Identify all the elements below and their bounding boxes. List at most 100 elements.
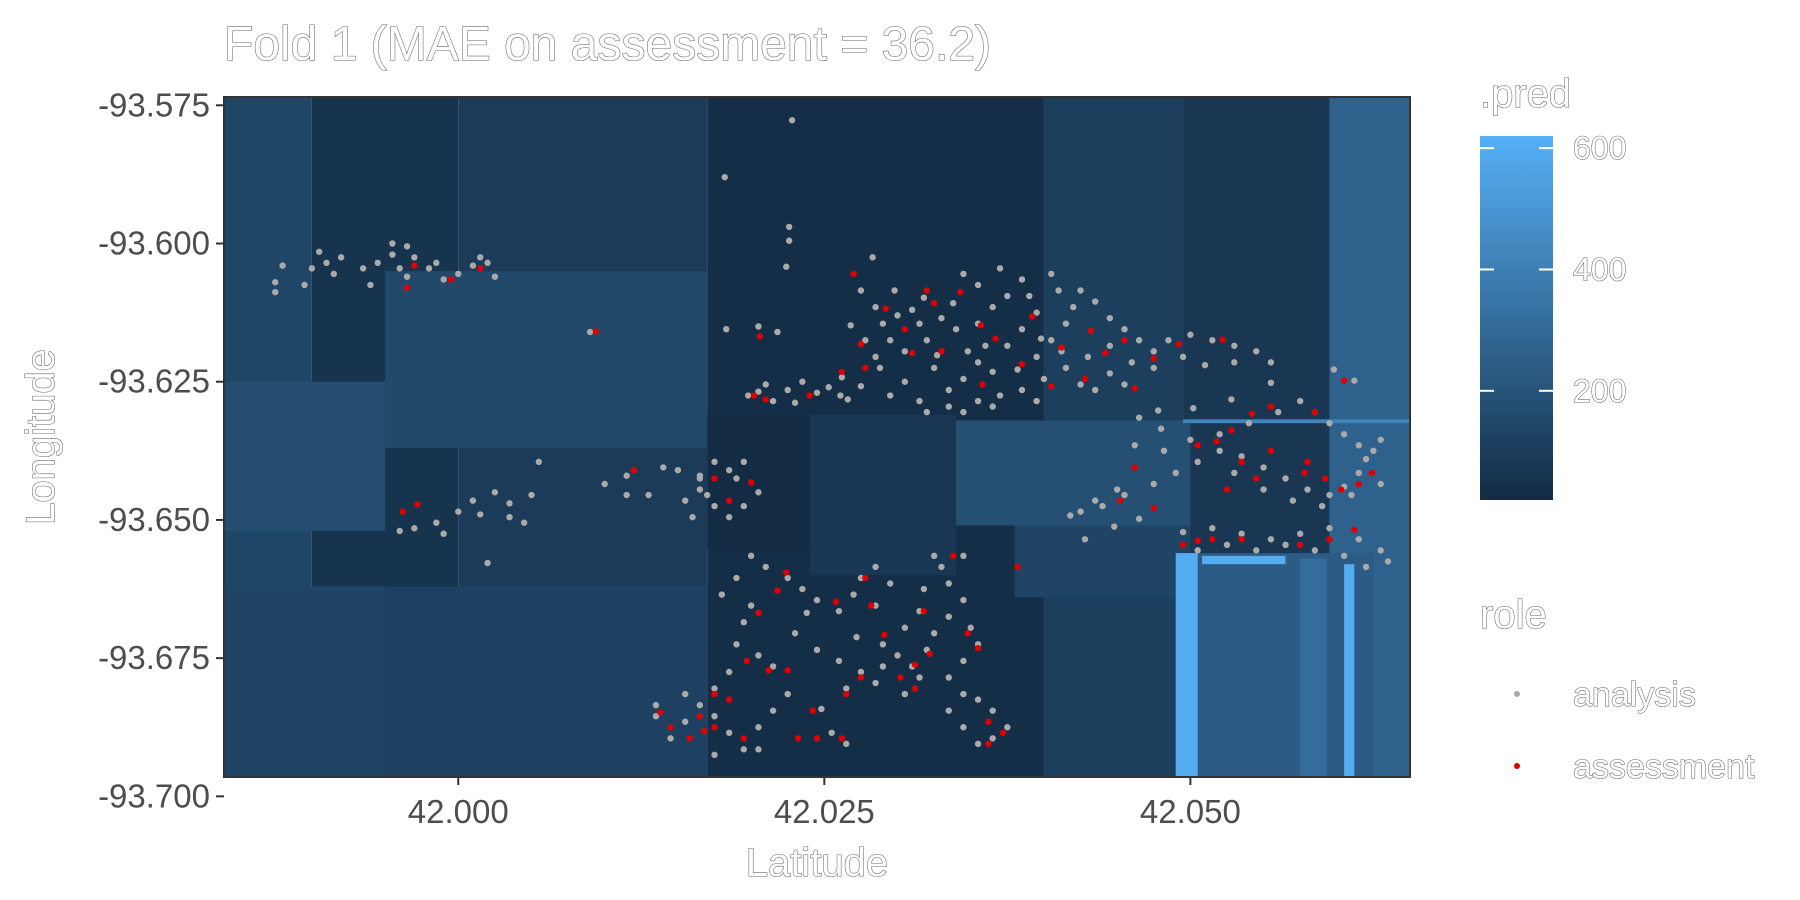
assessment-point xyxy=(964,630,972,637)
analysis-point xyxy=(1033,397,1040,405)
pred-tile xyxy=(809,414,957,576)
analysis-point xyxy=(733,641,740,648)
assessment-point xyxy=(832,598,840,605)
assessment-point xyxy=(838,368,846,375)
analysis-point xyxy=(825,384,832,391)
analysis-point xyxy=(952,325,960,333)
legend-key-assessment xyxy=(1514,763,1520,769)
assessment-point xyxy=(881,631,888,639)
assessment-point xyxy=(1355,480,1362,488)
assessment-point xyxy=(1175,340,1182,348)
analysis-point xyxy=(301,281,308,289)
analysis-point xyxy=(901,348,909,355)
pred-tile xyxy=(1300,558,1327,777)
assessment-point xyxy=(1131,464,1138,471)
analysis-point xyxy=(1311,547,1319,554)
analysis-point xyxy=(1351,377,1358,384)
analysis-point xyxy=(1253,348,1260,355)
analysis-point xyxy=(838,374,846,381)
analysis-point xyxy=(945,580,952,587)
y-tick-label: -93.700 xyxy=(98,777,210,814)
analysis-point xyxy=(1362,563,1370,571)
assessment-point xyxy=(1150,504,1157,511)
analysis-point xyxy=(960,596,967,604)
analysis-point xyxy=(887,337,894,344)
analysis-point xyxy=(960,552,967,560)
analysis-point xyxy=(279,262,286,269)
analysis-point xyxy=(721,173,728,181)
assessment-point xyxy=(1253,475,1260,482)
analysis-point xyxy=(1216,431,1223,438)
analysis-point xyxy=(1267,359,1275,366)
analysis-point xyxy=(1135,414,1143,421)
assessment-point xyxy=(725,497,733,504)
assessment-point xyxy=(985,718,992,725)
analysis-point xyxy=(1194,547,1201,554)
analysis-point xyxy=(440,276,447,283)
analysis-point xyxy=(1201,361,1209,369)
analysis-point xyxy=(872,602,879,609)
colorbar-tick-label: 400 xyxy=(1573,251,1626,287)
assessment-point xyxy=(1131,385,1138,392)
pred-tile xyxy=(1183,419,1410,424)
assessment-point xyxy=(774,587,781,594)
assessment-point xyxy=(1301,469,1308,477)
colorbar-tick-label: 200 xyxy=(1573,373,1626,409)
analysis-point xyxy=(853,633,860,641)
analysis-point xyxy=(696,701,704,709)
analysis-point xyxy=(879,641,887,648)
analysis-point xyxy=(996,265,1004,272)
analysis-point xyxy=(1091,298,1099,305)
analysis-point xyxy=(1067,512,1074,519)
assessment-point xyxy=(725,696,733,703)
analysis-point xyxy=(862,337,869,344)
assessment-point xyxy=(949,552,957,560)
analysis-point xyxy=(1091,386,1099,394)
assessment-point xyxy=(862,364,869,372)
analysis-point xyxy=(1231,359,1238,366)
analysis-point xyxy=(1004,342,1011,349)
analysis-point xyxy=(1062,320,1070,327)
analysis-point xyxy=(674,466,682,474)
assessment-point xyxy=(806,392,813,399)
analysis-point xyxy=(783,263,790,270)
analysis-point xyxy=(374,259,381,267)
analysis-point xyxy=(1160,447,1168,455)
analysis-point xyxy=(1014,366,1021,373)
analysis-point xyxy=(945,707,952,714)
analysis-point xyxy=(872,679,879,687)
analysis-point xyxy=(974,359,982,366)
assessment-point xyxy=(867,602,875,609)
assessment-point xyxy=(857,674,865,681)
analysis-point xyxy=(1187,331,1194,338)
analysis-point xyxy=(1128,359,1136,366)
analysis-point xyxy=(1355,469,1362,477)
pred-tile xyxy=(707,414,810,548)
analysis-point xyxy=(938,563,945,571)
analysis-point xyxy=(857,382,865,390)
analysis-point xyxy=(411,525,418,532)
colorbar-tick-label: 600 xyxy=(1573,130,1626,166)
analysis-point xyxy=(747,602,755,609)
role-legend-title: role xyxy=(1480,593,1547,637)
analysis-point xyxy=(1037,335,1045,342)
assessment-point xyxy=(1081,375,1089,383)
analysis-point xyxy=(960,270,967,278)
analysis-point xyxy=(696,475,704,482)
analysis-point xyxy=(725,668,733,676)
analysis-point xyxy=(623,491,630,499)
analysis-point xyxy=(711,685,718,692)
analysis-point xyxy=(901,690,909,698)
analysis-point xyxy=(769,397,777,405)
analysis-point xyxy=(828,729,835,736)
analysis-point xyxy=(989,735,996,742)
analysis-points xyxy=(272,117,1392,759)
analysis-point xyxy=(1231,469,1238,477)
analysis-point xyxy=(389,251,396,258)
analysis-point xyxy=(945,403,952,410)
assessment-point xyxy=(755,609,762,617)
assessment-point xyxy=(1219,336,1226,343)
assessment-point xyxy=(686,735,693,742)
assessment-point xyxy=(938,348,945,355)
analysis-point xyxy=(1111,523,1118,530)
